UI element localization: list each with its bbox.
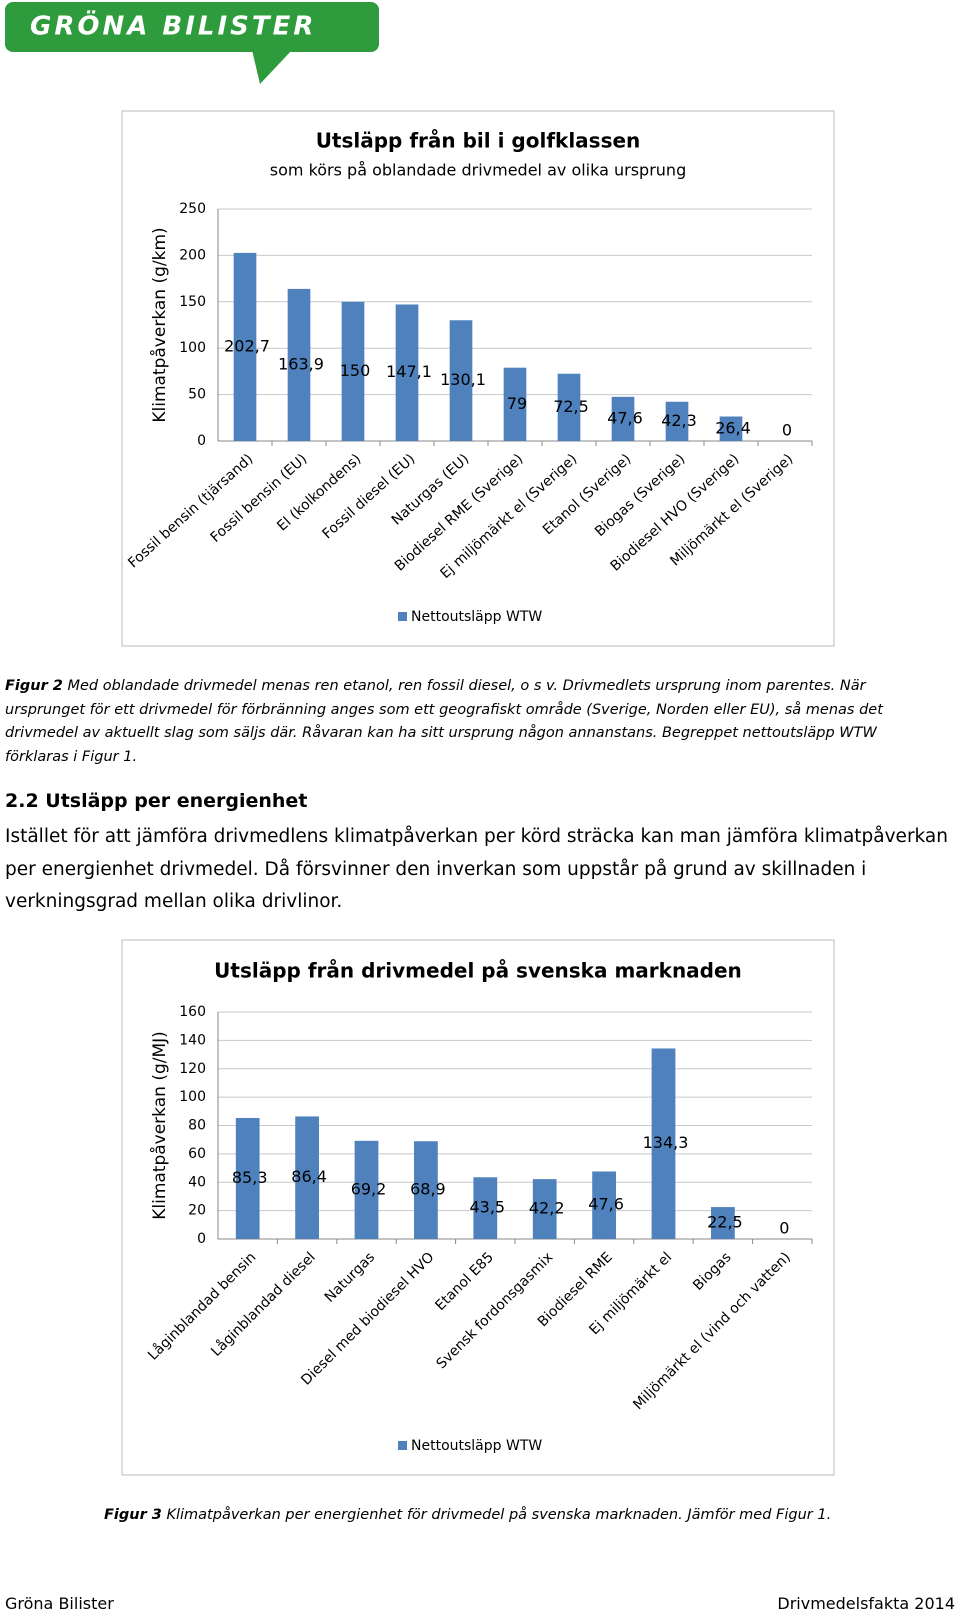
bar [235, 1117, 260, 1239]
caption-text: Klimatpåverkan per energienhet för drivm… [166, 1507, 832, 1523]
chart-title: Utsläpp från bil i golfklassen [316, 129, 641, 153]
legend-swatch [398, 1441, 407, 1450]
bar [473, 1177, 498, 1239]
bar [532, 1179, 557, 1239]
x-tick-label: Naturgas [322, 1249, 378, 1305]
x-tick-label: Etanol E85 [432, 1249, 497, 1314]
y-tick-label: 40 [188, 1174, 206, 1190]
x-tick-label: Låginblandad diesel [208, 1249, 319, 1360]
caption-label: Figur 2 [5, 678, 63, 694]
bar [665, 401, 689, 441]
y-axis-title: Klimatpåverkan (g/km) [149, 227, 170, 422]
caption-text: Med oblandade drivmedel menas ren etanol… [5, 678, 883, 765]
bar [449, 320, 473, 441]
y-tick-label: 120 [179, 1061, 206, 1077]
bar [503, 367, 527, 441]
data-label: 134,3 [643, 1133, 689, 1152]
data-label: 69,2 [351, 1179, 387, 1198]
bar [557, 373, 581, 441]
figure-caption: Figur 2 Med oblandade drivmedel menas re… [5, 675, 930, 769]
x-tick-label: Fossil bensin (EU) [208, 451, 311, 546]
y-tick-label: 50 [188, 387, 206, 403]
caption-label: Figur 3 [104, 1507, 162, 1523]
bar [354, 1140, 379, 1239]
y-tick-label: 0 [197, 433, 206, 449]
data-label: 22,5 [707, 1213, 743, 1232]
data-label: 0 [779, 1219, 789, 1238]
y-tick-label: 60 [188, 1146, 206, 1162]
x-tick-label: Låginblandad bensin [144, 1249, 259, 1364]
y-tick-label: 80 [188, 1118, 206, 1134]
chart-frame [121, 110, 835, 647]
section-heading: 2.2 Utsläpp per energienhet [5, 790, 308, 812]
footer-left: Gröna Bilister [5, 1594, 114, 1613]
y-tick-label: 100 [179, 340, 206, 356]
y-tick-label: 200 [179, 247, 206, 263]
logo-banner [5, 2, 379, 52]
chart-title: Utsläpp från drivmedel på svenska markna… [214, 959, 742, 983]
x-tick-label: Svensk fordonsgasmix [434, 1249, 557, 1372]
section-body: Istället för att jämföra drivmedlens kli… [5, 826, 948, 912]
data-label: 0 [782, 421, 792, 440]
bar [295, 1116, 319, 1239]
legend-swatch [398, 612, 407, 621]
y-tick-label: 160 [179, 1004, 206, 1020]
y-tick-label: 250 [179, 201, 206, 217]
chart-frame [121, 939, 835, 1476]
logo-text: GRÖNA BILISTER [30, 9, 316, 42]
y-tick-label: 140 [179, 1032, 206, 1048]
bar [611, 396, 635, 441]
logo: GRÖNA BILISTER [5, 2, 379, 84]
data-label: 130,1 [440, 370, 486, 389]
x-tick-label: Biogas (Sverige) [592, 451, 688, 540]
bar [287, 288, 311, 441]
bar [719, 416, 743, 441]
bar [233, 252, 257, 441]
chart-subtitle: som körs på oblandade drivmedel av olika… [270, 161, 686, 180]
y-tick-label: 0 [197, 1231, 206, 1247]
data-label: 42,2 [529, 1199, 565, 1218]
data-label: 150 [340, 361, 371, 380]
bar [341, 301, 365, 441]
data-label: 202,7 [224, 336, 270, 355]
y-axis-title: Klimatpåverkan (g/MJ) [149, 1031, 170, 1220]
y-tick-label: 100 [179, 1089, 206, 1105]
bar [711, 1207, 735, 1239]
data-label: 147,1 [386, 362, 432, 381]
footer-right: Drivmedelsfakta 2014 [777, 1594, 955, 1613]
y-tick-label: 150 [179, 294, 206, 310]
data-label: 79 [507, 394, 527, 413]
data-label: 68,9 [410, 1180, 446, 1199]
y-tick-label: 20 [188, 1203, 206, 1219]
bar [592, 1171, 616, 1239]
data-label: 47,6 [588, 1195, 624, 1214]
bar [395, 304, 419, 441]
figure-caption: Figur 3 Klimatpåverkan per energienhet f… [104, 1504, 944, 1528]
x-tick-label: Biogas [690, 1249, 734, 1293]
logo-tail [252, 50, 292, 84]
data-label: 26,4 [715, 418, 751, 437]
legend-label: Nettoutsläpp WTW [411, 1438, 542, 1454]
data-label: 163,9 [278, 354, 324, 373]
x-tick-label: Fossil diesel (EU) [320, 451, 419, 542]
data-label: 47,6 [607, 408, 643, 427]
data-label: 43,5 [469, 1198, 505, 1217]
data-label: 72,5 [553, 397, 589, 416]
data-label: 86,4 [291, 1167, 327, 1186]
data-label: 42,3 [661, 411, 697, 430]
legend-label: Nettoutsläpp WTW [411, 609, 542, 625]
bar [414, 1141, 438, 1239]
data-label: 85,3 [232, 1168, 268, 1187]
bar [651, 1048, 676, 1239]
